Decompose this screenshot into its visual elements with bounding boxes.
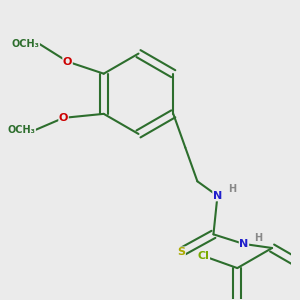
Text: OCH₃: OCH₃	[12, 39, 39, 49]
Text: H: H	[254, 232, 262, 243]
Text: Cl: Cl	[198, 251, 209, 261]
Text: S: S	[177, 247, 185, 257]
Text: O: O	[59, 113, 68, 123]
Text: N: N	[239, 239, 249, 249]
Text: N: N	[213, 191, 222, 201]
Text: O: O	[63, 57, 72, 67]
Text: H: H	[228, 184, 236, 194]
Text: OCH₃: OCH₃	[8, 125, 35, 135]
